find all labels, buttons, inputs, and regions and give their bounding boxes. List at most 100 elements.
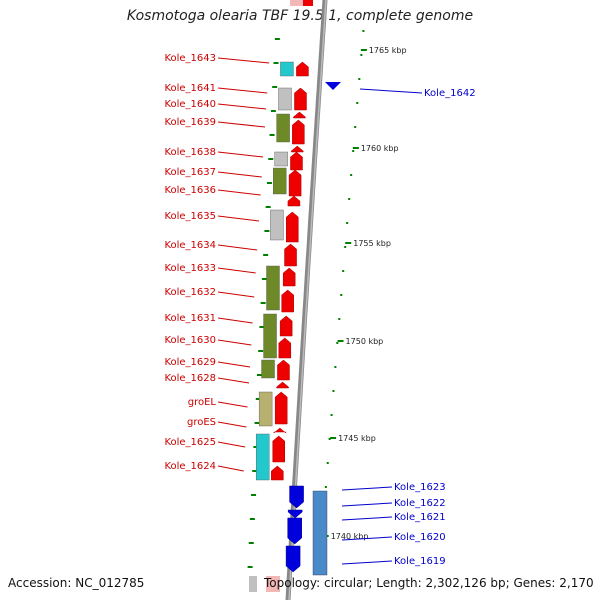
forward-gene-arrow xyxy=(271,465,284,481)
inner-tick xyxy=(254,422,260,424)
inner-tick xyxy=(261,278,267,280)
inner-tick xyxy=(268,158,274,160)
forward-gene-leader-line xyxy=(217,267,256,274)
forward-gene-leader-line xyxy=(217,317,253,324)
forward-gene-arrow xyxy=(282,267,296,287)
forward-gene-label: Kole_1633 xyxy=(164,263,216,274)
scale-tick xyxy=(356,102,359,104)
reverse-gene-label: Kole_1620 xyxy=(394,532,446,543)
reverse-gene-arrow xyxy=(287,517,302,545)
scale-tick xyxy=(324,486,327,488)
forward-gene-label: Kole_1640 xyxy=(164,99,216,110)
cog-category-box xyxy=(270,209,284,241)
cog-category-box xyxy=(266,265,280,311)
forward-gene-leader-line xyxy=(217,421,247,428)
forward-gene-arrow xyxy=(303,0,313,6)
reverse-gene-label: Kole_1622 xyxy=(394,498,446,509)
forward-gene-arrow xyxy=(286,211,299,243)
forward-gene-arrow xyxy=(292,119,305,145)
forward-gene-leader-line xyxy=(217,171,262,178)
forward-gene-leader-line xyxy=(217,215,260,222)
reverse-gene-leader-line xyxy=(341,486,393,491)
forward-gene-label: Kole_1636 xyxy=(164,185,216,196)
scale-tick xyxy=(326,462,329,464)
inner-tick xyxy=(253,446,259,448)
scale-tick xyxy=(336,342,339,344)
inner-tick xyxy=(269,134,275,136)
forward-gene-arrow xyxy=(273,427,287,434)
accession-text: Accession: NC_012785 xyxy=(8,576,145,590)
forward-gene-arrow xyxy=(296,61,309,77)
reverse-gene-arrow xyxy=(285,545,301,573)
scale-label: 1765 kbp xyxy=(369,46,407,55)
forward-gene-leader-line xyxy=(217,339,252,346)
inner-tick xyxy=(258,350,264,352)
forward-gene-leader-line xyxy=(217,103,267,110)
inner-tick xyxy=(249,518,255,520)
inner-tick xyxy=(255,398,261,400)
scale-tick xyxy=(332,390,335,392)
cog-category-box xyxy=(249,576,257,592)
cog-category-box xyxy=(280,61,294,77)
scale-tick xyxy=(352,150,355,152)
scale-tick xyxy=(340,294,343,296)
forward-gene-leader-line xyxy=(217,441,246,448)
forward-gene-arrow xyxy=(284,243,297,267)
scale-label: 1755 kbp xyxy=(353,239,391,248)
forward-gene-label: Kole_1643 xyxy=(164,53,216,64)
inner-tick xyxy=(266,182,272,184)
forward-gene-arrow xyxy=(290,151,303,171)
scale-tick xyxy=(328,438,331,440)
inner-tick xyxy=(256,374,262,376)
forward-gene-arrow xyxy=(274,391,288,425)
forward-gene-arrow xyxy=(278,337,292,359)
inner-tick xyxy=(263,254,269,256)
topology-text: Topology: circular; Length: 2,302,126 bp… xyxy=(264,576,594,590)
forward-gene-leader-line xyxy=(217,151,264,158)
reverse-gene-label: Kole_1619 xyxy=(394,556,446,567)
forward-gene-label: Kole_1630 xyxy=(164,335,216,346)
forward-gene-label: groEL xyxy=(188,397,217,408)
inner-tick xyxy=(247,566,253,568)
forward-gene-label: Kole_1629 xyxy=(164,357,216,368)
inner-tick xyxy=(273,62,279,64)
forward-gene-arrow xyxy=(287,195,301,207)
reverse-gene-arrow xyxy=(287,509,303,519)
forward-gene-leader-line xyxy=(217,465,244,472)
scale-tick xyxy=(344,246,347,248)
forward-gene-leader-line xyxy=(217,121,266,128)
forward-gene-label: Kole_1635 xyxy=(164,211,216,222)
scale-major-tick xyxy=(337,340,344,342)
forward-gene-arrow xyxy=(293,111,306,119)
inner-tick xyxy=(252,470,258,472)
cog-category-box xyxy=(273,167,287,195)
forward-gene-label: Kole_1634 xyxy=(164,240,216,251)
inner-tick xyxy=(260,302,266,304)
reverse-gene-leader-line xyxy=(341,536,393,541)
forward-gene-leader-line xyxy=(217,361,251,368)
scale-major-tick xyxy=(360,49,367,51)
inner-tick xyxy=(274,38,280,40)
cog-category-box xyxy=(258,391,273,427)
cog-category-box xyxy=(290,0,308,6)
scale-label: 1760 kbp xyxy=(361,144,399,153)
reverse-gene-arrow xyxy=(289,485,304,509)
forward-gene-label: Kole_1637 xyxy=(164,167,216,178)
scale-major-tick xyxy=(352,147,359,149)
cog-category-box xyxy=(276,113,290,143)
reverse-gene-leader-line xyxy=(341,516,393,521)
forward-gene-label: Kole_1638 xyxy=(164,147,216,158)
forward-gene-label: groES xyxy=(187,417,216,428)
scale-label: 1745 kbp xyxy=(338,434,376,443)
forward-gene-label: Kole_1624 xyxy=(164,461,216,472)
forward-gene-arrow xyxy=(279,315,293,337)
forward-gene-arrow xyxy=(288,169,302,197)
reverse-gene-arrow xyxy=(325,82,341,90)
forward-gene-arrow xyxy=(291,145,304,153)
scale-tick xyxy=(342,270,345,272)
forward-gene-label: Kole_1631 xyxy=(164,313,216,324)
reverse-gene-leader-line xyxy=(359,88,423,94)
reverse-gene-leader-line xyxy=(341,502,393,507)
forward-gene-leader-line xyxy=(217,401,248,408)
